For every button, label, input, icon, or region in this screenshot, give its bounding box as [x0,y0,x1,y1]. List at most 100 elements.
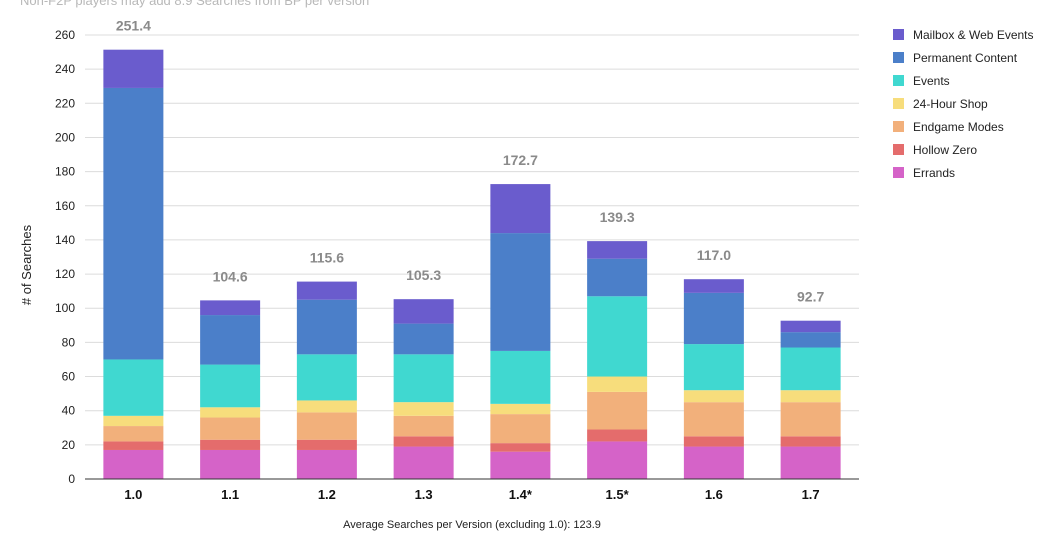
bar-segment-mailbox-web-events [780,320,841,333]
bar-segment-errands [683,446,744,479]
y-tick-label: 220 [55,96,75,110]
legend-label: Endgame Modes [913,120,1004,134]
legend-swatch [893,98,904,109]
bar-segment-mailbox-web-events [200,300,261,316]
bar-segment-errands [587,441,648,479]
bar-segment-hollow-zero [780,436,841,447]
legend-item: Mailbox & Web Events [893,28,1034,42]
bar-segment-hollow-zero [490,443,551,452]
y-tick-label: 80 [62,335,76,349]
x-tick-label: 1.0 [124,487,142,502]
legend-label: Mailbox & Web Events [913,28,1034,42]
bar-stack [587,241,648,479]
bar-total-label: 251.4 [116,18,151,34]
bar-total-label: 105.3 [406,267,441,283]
x-tick-label: 1.4* [509,487,533,502]
bar-stack [780,320,841,479]
legend-label: Errands [913,166,955,180]
legend-item: Events [893,74,950,88]
bar-segment-24-hour-shop [780,390,841,403]
legend-label: Events [913,74,950,88]
y-tick-label: 20 [62,438,76,452]
bar-stack [296,281,357,479]
bar-segment-mailbox-web-events [103,49,164,88]
bar-segment-endgame-modes [200,417,261,440]
bar-stack [200,300,261,479]
bar-segment-events [393,354,454,403]
legend-item: Permanent Content [893,51,1018,65]
bar-segment-hollow-zero [296,439,357,450]
bar-segment-hollow-zero [103,441,164,450]
bar-segment-hollow-zero [587,429,648,442]
bar-segment-endgame-modes [780,402,841,437]
legend-item: Errands [893,166,955,180]
legend: Mailbox & Web Events Permanent Content Eve… [893,28,1034,180]
x-tick-label: 1.6 [705,487,723,502]
bar-segment-endgame-modes [587,391,648,430]
bar-segment-permanent-content [587,258,648,297]
bar-segment-24-hour-shop [683,390,744,403]
bar-segment-events [490,350,551,404]
x-axis-tick-labels: 1.0 1.1 1.2 1.3 1.4* 1.5* 1.6 1.7 [124,487,819,502]
bar-segment-hollow-zero [683,436,744,447]
y-tick-label: 0 [68,472,75,486]
bar-total-label: 92.7 [797,289,824,305]
bar-segment-hollow-zero [393,436,454,447]
legend-swatch [893,167,904,178]
y-axis-tick-labels: 0 20 40 60 80 100 120 140 160 180 200 220 240 260 [55,28,75,486]
y-axis-label: # of Searches [19,224,34,305]
bar-stack [490,184,551,479]
bar-segment-errands [200,449,261,479]
total-labels: 251.4 104.6 115.6 105.3 172.7 139.3 117.0 92.7 [116,18,825,305]
bar-segment-hollow-zero [200,439,261,450]
bar-segment-events [683,344,744,391]
bar-segment-endgame-modes [103,426,164,442]
legend-item: 24-Hour Shop [893,97,988,111]
legend-label: Permanent Content [913,51,1018,65]
bar-groups [103,49,841,479]
bar-segment-24-hour-shop [587,376,648,392]
x-tick-label: 1.7 [802,487,820,502]
y-tick-label: 260 [55,28,75,42]
bar-segment-24-hour-shop [296,400,357,413]
legend-swatch [893,144,904,155]
y-tick-label: 240 [55,62,75,76]
bar-segment-24-hour-shop [490,403,551,415]
legend-swatch [893,52,904,63]
bar-segment-permanent-content [200,315,261,365]
y-tick-label: 140 [55,233,75,247]
bar-segment-events [296,354,357,401]
bar-segment-permanent-content [490,233,551,351]
legend-label: Hollow Zero [913,143,977,157]
bar-segment-permanent-content [683,292,744,345]
legend-item: Hollow Zero [893,143,977,157]
bar-total-label: 117.0 [697,247,731,263]
x-tick-label: 1.2 [318,487,336,502]
legend-swatch [893,121,904,132]
x-tick-label: 1.1 [221,487,239,502]
y-tick-label: 40 [62,404,76,418]
legend-swatch [893,75,904,86]
bar-total-label: 104.6 [213,268,248,284]
bar-segment-24-hour-shop [103,415,164,427]
bar-segment-mailbox-web-events [683,279,744,293]
bar-segment-permanent-content [296,299,357,355]
bar-stack [393,299,454,479]
bar-segment-24-hour-shop [393,402,454,416]
legend-item: Endgame Modes [893,120,1004,134]
bar-segment-mailbox-web-events [490,184,551,234]
y-tick-label: 100 [55,301,75,315]
bar-segment-endgame-modes [490,414,551,444]
bar-segment-permanent-content [103,87,164,360]
legend-label: 24-Hour Shop [913,97,988,111]
average-note: Average Searches per Version (excluding … [343,519,601,531]
y-tick-label: 60 [62,370,76,384]
y-tick-label: 180 [55,165,75,179]
bar-segment-endgame-modes [296,412,357,440]
bar-stack [683,279,744,479]
y-tick-label: 160 [55,199,75,213]
bar-segment-events [200,364,261,408]
bar-segment-errands [296,449,357,479]
